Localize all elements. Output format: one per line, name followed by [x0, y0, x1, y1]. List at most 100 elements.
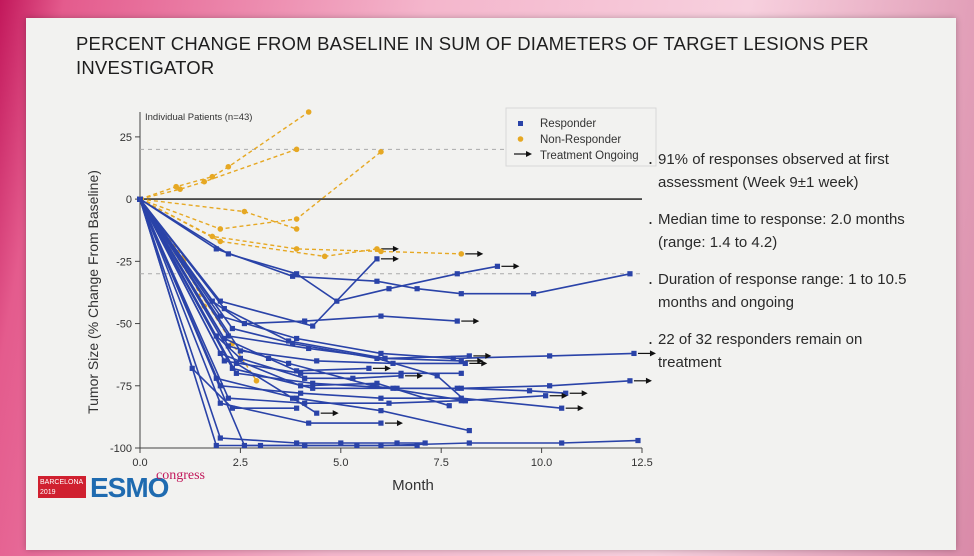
legend-label-non-responder: Non-Responder: [540, 134, 621, 146]
non-responder-point: [217, 226, 224, 232]
non-responder-point: [293, 226, 300, 232]
bullet-item: . 91% of responses observed at first asse…: [648, 148, 928, 194]
non-responder-point: [458, 251, 465, 257]
y-tick-label: -50: [116, 319, 132, 331]
responder-point: [374, 256, 380, 262]
responder-point: [462, 398, 468, 404]
responder-point: [366, 365, 372, 371]
responder-point: [466, 427, 472, 434]
ongoing-arrow-icon: [384, 365, 391, 372]
responder-point: [265, 355, 272, 361]
non-responder-point: [209, 173, 216, 180]
ongoing-arrow-icon: [649, 350, 656, 357]
bullet-dot-icon: .: [648, 328, 654, 348]
responder-point: [543, 393, 549, 399]
logo-city-badge: BARCELONA 2019: [38, 476, 86, 498]
non-responder-point: [209, 233, 216, 240]
responder-series-line: [139, 198, 297, 410]
responder-point: [374, 278, 380, 284]
responder-series-line: [139, 198, 402, 380]
slide: [26, 18, 956, 550]
responder-point: [302, 442, 308, 449]
ongoing-arrow-icon: [477, 357, 484, 364]
responder-point: [217, 350, 223, 357]
responder-point: [229, 365, 235, 371]
responder-point: [559, 405, 565, 411]
legend-arrow-icon: [526, 151, 532, 157]
legend-label-ongoing: Treatment Ongoing: [540, 150, 639, 162]
non-responder-point: [173, 183, 179, 190]
ongoing-arrow-icon: [392, 245, 399, 252]
responder-point: [294, 271, 300, 277]
ongoing-arrow-icon: [513, 263, 520, 270]
non-responder-point: [253, 378, 260, 384]
responder-point: [217, 298, 223, 304]
y-tick-label: 0: [126, 194, 132, 206]
responder-point: [454, 271, 460, 277]
non-responder-series-line: [139, 111, 310, 200]
responder-point: [631, 350, 637, 357]
responder-point: [354, 442, 360, 449]
responder-point: [302, 375, 308, 381]
responder-point: [217, 383, 223, 389]
logo-city: BARCELONA: [40, 479, 84, 486]
responder-point: [466, 440, 472, 446]
bullet-text: Median time to response: 2.0 months (ran…: [658, 211, 905, 251]
responder-point: [458, 291, 464, 297]
ongoing-arrow-icon: [561, 392, 568, 399]
responder-point: [217, 313, 223, 319]
responder-point: [213, 246, 219, 252]
responder-point: [217, 400, 223, 406]
ongoing-arrow-icon: [392, 255, 399, 262]
ongoing-arrow-icon: [485, 352, 492, 359]
responder-point: [382, 355, 388, 361]
responder-point: [350, 375, 356, 381]
responder-point: [458, 370, 464, 376]
responder-point: [294, 395, 300, 401]
responder-series-line: [139, 198, 318, 414]
non-responder-point: [217, 238, 224, 245]
responder-point: [229, 325, 235, 332]
responder-point: [294, 368, 300, 374]
responder-point: [446, 403, 452, 409]
responder-point: [302, 400, 308, 406]
bullet-item: . Median time to response: 2.0 months (ra…: [648, 208, 928, 254]
responder-point: [547, 353, 553, 359]
bullet-text: Duration of response range: 1 to 10.5 mo…: [658, 271, 907, 311]
responder-point: [627, 271, 633, 277]
responder-point: [386, 286, 392, 292]
responder-point: [338, 440, 344, 446]
responder-point: [563, 390, 569, 396]
responder-point: [374, 380, 380, 386]
x-axis-label: Month: [392, 477, 434, 494]
responder-point: [494, 263, 501, 269]
responder-series-line: [139, 198, 466, 402]
responder-point: [213, 333, 219, 339]
responder-point: [237, 348, 243, 354]
responder-point: [526, 388, 533, 394]
y-axis-label: Tumor Size (% Change From Baseline): [85, 170, 101, 414]
responder-point: [530, 291, 537, 297]
responder-point: [225, 395, 231, 401]
responder-point: [310, 380, 316, 386]
responder-point: [454, 318, 460, 324]
responder-point: [378, 313, 384, 319]
responder-point: [454, 385, 460, 391]
responder-point: [298, 390, 304, 396]
responder-point: [285, 360, 292, 366]
responder-point: [137, 196, 143, 202]
responder-point: [221, 358, 227, 364]
ongoing-arrow-icon: [581, 390, 588, 397]
responder-point: [233, 370, 239, 376]
responder-point: [306, 345, 312, 352]
responder-point: [298, 383, 304, 389]
logo-suffix: congress: [156, 468, 205, 483]
responder-point: [458, 358, 464, 364]
logo-brand: ESMO: [90, 472, 169, 503]
chart-title: PERCENT CHANGE FROM BASELINE IN SUM OF D…: [76, 33, 869, 78]
responder-series-line: [139, 198, 546, 405]
non-responder-point: [293, 146, 300, 153]
responder-point: [290, 395, 296, 401]
ongoing-arrow-icon: [396, 420, 403, 427]
